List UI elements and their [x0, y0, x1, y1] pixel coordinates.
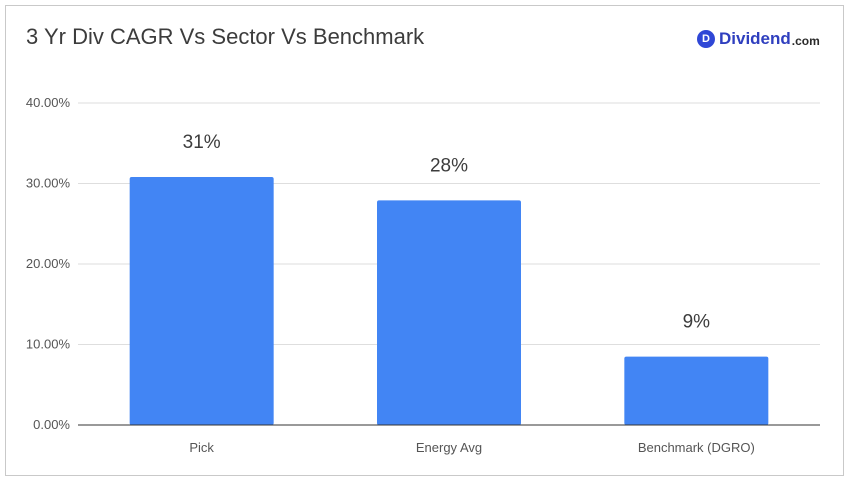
y-axis-ticks: 0.00% 10.00% 20.00% 30.00% 40.00%: [26, 95, 71, 432]
data-label: 28%: [430, 155, 468, 176]
y-tick-label: 10.00%: [26, 337, 71, 352]
y-tick-label: 20.00%: [26, 256, 71, 271]
y-tick-label: 0.00%: [33, 417, 70, 432]
x-tick-label: Energy Avg: [416, 440, 482, 455]
chart-title: 3 Yr Div CAGR Vs Sector Vs Benchmark: [26, 24, 425, 49]
data-label: 9%: [683, 312, 711, 333]
y-tick-label: 30.00%: [26, 176, 71, 191]
brand-name: Dividend: [719, 29, 791, 48]
x-tick-label: Pick: [189, 440, 214, 455]
data-labels: 31% 28% 9%: [183, 132, 711, 333]
data-label: 31%: [183, 132, 221, 153]
dividend-logo-icon: D: [697, 30, 715, 48]
bars: [129, 177, 769, 425]
brand-suffix: .com: [791, 33, 820, 48]
x-tick-label: Benchmark (DGRO): [638, 440, 755, 455]
bar: [377, 200, 521, 425]
brand-logo: D Dividend .com: [697, 28, 820, 50]
bar: [624, 356, 769, 425]
bar: [129, 177, 274, 425]
x-axis-labels: Pick Energy Avg Benchmark (DGRO): [189, 440, 754, 455]
y-tick-label: 40.00%: [26, 95, 71, 110]
